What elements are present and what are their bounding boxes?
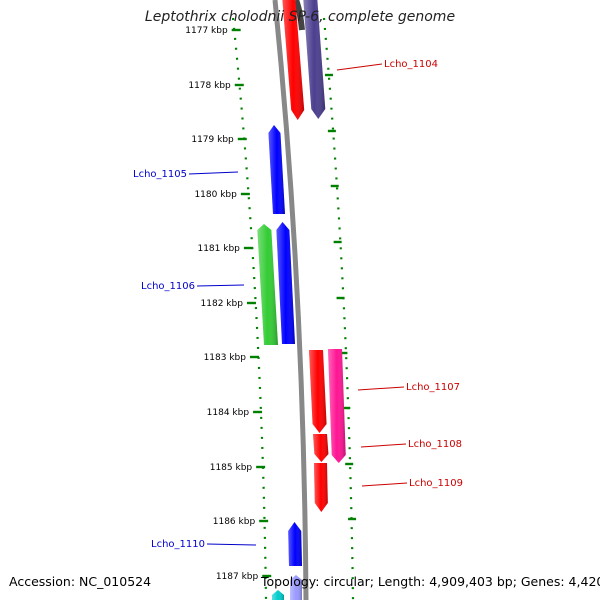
gene-label-lcho-1104[interactable]: Lcho_1104 [384,59,438,70]
ruler-tick-label: 1181 kbp [197,244,240,254]
gene-label-lcho-1110[interactable]: Lcho_1110 [151,539,205,550]
gene-arrow-lcho-1106[interactable] [257,224,278,345]
gene-label-lcho-1105[interactable]: Lcho_1105 [133,169,187,180]
left-ruler-dotted-line [231,17,268,600]
right-ruler-dotted-line [322,17,355,600]
gene-arrow-unlabeled-5[interactable] [309,350,327,433]
accession-text: Accession: NC_010524 [9,574,152,589]
ruler-tick-label: 1186 kbp [213,517,256,527]
leader-line-lcho-1108 [360,443,407,448]
leader-line-lcho-1106 [196,284,245,287]
ruler-tick-label: 1178 kbp [188,81,231,91]
gene-label-lcho-1108[interactable]: Lcho_1108 [408,439,462,450]
ruler-tick-label: 1187 kbp [216,572,259,582]
gene-label-lcho-1107[interactable]: Lcho_1107 [406,382,460,393]
leader-line-lcho-1105 [188,171,239,175]
ruler-tick-label: 1184 kbp [207,408,250,418]
gene-label-lcho-1106[interactable]: Lcho_1106 [141,281,195,292]
gene-arrow-unlabeled-10[interactable] [272,590,284,600]
leader-line-lcho-1109 [361,482,408,487]
gene-arrow-lcho-1110[interactable] [288,522,302,566]
gene-arrow-lcho-1109[interactable] [314,463,328,512]
map-title: Leptothrix cholodnii SP-6, complete geno… [144,9,456,25]
gene-arrow-lcho-1107[interactable] [328,349,346,463]
gene-arrow-lcho-1108[interactable] [313,434,329,462]
leader-line-lcho-1104 [336,63,383,71]
gene-arrow-lcho-1105[interactable] [268,125,285,214]
gene-label-lcho-1109[interactable]: Lcho_1109 [409,478,463,489]
ruler-tick-label: 1182 kbp [201,299,244,309]
ruler-tick-label: 1180 kbp [194,190,237,200]
ruler-tick-label: 1185 kbp [210,463,253,473]
ruler-tick-label: 1177 kbp [185,26,228,36]
leader-line-lcho-1107 [357,386,405,391]
leader-line-lcho-1110 [206,543,257,546]
ruler-tick-label: 1183 kbp [204,353,247,363]
genome-summary-text: Topology: circular; Length: 4,909,403 bp… [261,574,600,589]
ruler-tick-label: 1179 kbp [191,135,234,145]
